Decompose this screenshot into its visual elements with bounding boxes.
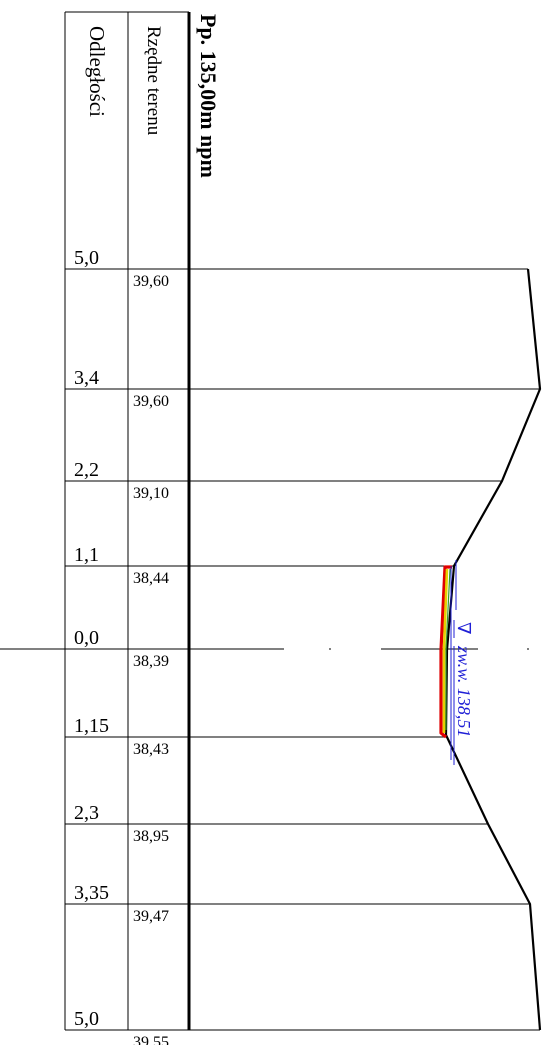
- elevation-label: 39,47: [133, 908, 169, 925]
- elevation-label: 38,43: [133, 741, 169, 758]
- ground-profile-line: [444, 268, 542, 1031]
- elevation-label: 38,44: [133, 570, 169, 587]
- table-frame: [64, 11, 191, 1030]
- distance-label: 0,0: [74, 627, 99, 649]
- distance-label: 5,0: [74, 247, 99, 269]
- drawing-title: Pp. 135,00m npm: [196, 14, 221, 178]
- elevation-label: 38,95: [133, 828, 169, 845]
- header-distances: Odległości: [85, 26, 109, 117]
- elevation-label: 39,60: [133, 273, 169, 290]
- header-elevations: Rzędne terenu: [143, 26, 164, 136]
- water-level-symbol: ∇: [454, 622, 474, 635]
- distance-label: 2,3: [74, 802, 99, 824]
- water-level-label: zw.w. 138,51: [454, 645, 474, 737]
- distance-label: 5,0: [74, 1008, 99, 1030]
- elevation-label: 39,60: [133, 393, 169, 410]
- elevation-label: 38,39: [133, 653, 169, 670]
- distance-label: 2,2: [74, 459, 99, 481]
- lining-yellow-band: [442, 568, 449, 733]
- lining-green-band: [445, 568, 451, 730]
- distance-label: 1,15: [74, 715, 109, 737]
- elevation-label: 39,10: [133, 485, 169, 502]
- elevation-label: 39,55: [133, 1034, 169, 1045]
- distance-label: 3,4: [74, 367, 99, 389]
- distance-label: 1,1: [74, 544, 99, 566]
- station-rows: 5,0 39,60 3,4 39,60 2,2 39,10 1,1 38,44 0,0 38,39…: [65, 247, 540, 1045]
- distance-label: 3,35: [74, 882, 109, 904]
- lining-red-band: [439, 565, 452, 739]
